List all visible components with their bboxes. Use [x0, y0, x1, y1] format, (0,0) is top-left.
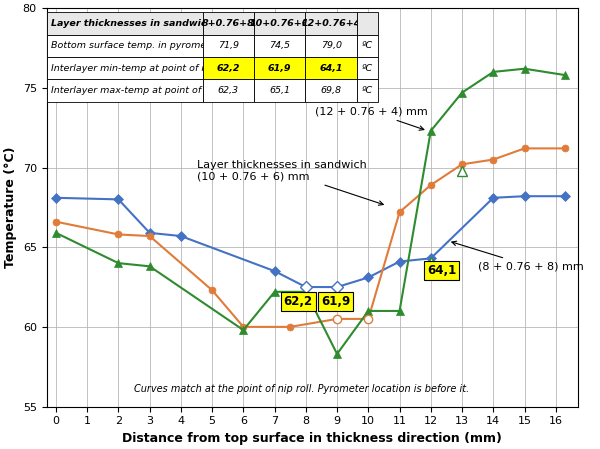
- Text: (8 + 0.76 + 8) mm: (8 + 0.76 + 8) mm: [452, 241, 583, 271]
- Text: Layer thicknesses in sandwich
(10 + 0.76 + 6) mm: Layer thicknesses in sandwich (10 + 0.76…: [197, 160, 383, 205]
- Text: 62,2: 62,2: [283, 295, 313, 308]
- Text: (12 + 0.76 + 4) mm: (12 + 0.76 + 4) mm: [315, 107, 428, 130]
- Y-axis label: Temperature (°C): Temperature (°C): [4, 147, 17, 268]
- Text: 61,9: 61,9: [321, 295, 350, 308]
- Text: 64,1: 64,1: [427, 264, 457, 277]
- X-axis label: Distance from top surface in thickness direction (mm): Distance from top surface in thickness d…: [122, 432, 502, 445]
- Text: Curves match at the point of nip roll. Pyrometer location is before it.: Curves match at the point of nip roll. P…: [134, 384, 469, 394]
